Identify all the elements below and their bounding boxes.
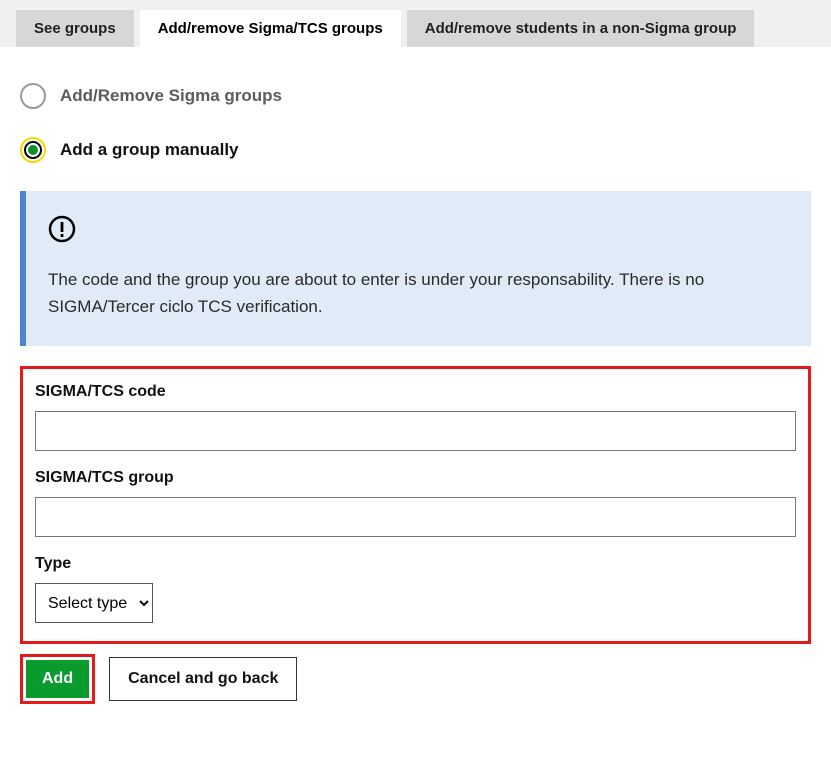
field-code: SIGMA/TCS code xyxy=(35,383,796,451)
type-label: Type xyxy=(35,555,796,573)
radio-label: Add/Remove Sigma groups xyxy=(60,86,282,106)
tab-bar: See groups Add/remove Sigma/TCS groups A… xyxy=(0,0,831,47)
code-label: SIGMA/TCS code xyxy=(35,383,796,401)
add-button[interactable]: Add xyxy=(26,660,89,698)
cancel-button[interactable]: Cancel and go back xyxy=(109,657,297,701)
main-content: Add/Remove Sigma groups Add a group manu… xyxy=(0,47,831,724)
manual-group-form: SIGMA/TCS code SIGMA/TCS group Type Sele… xyxy=(20,366,811,644)
radio-label: Add a group manually xyxy=(60,140,239,160)
warning-icon xyxy=(48,215,76,248)
info-text: The code and the group you are about to … xyxy=(48,266,789,320)
group-input[interactable] xyxy=(35,497,796,537)
group-label: SIGMA/TCS group xyxy=(35,469,796,487)
radio-add-remove-sigma-groups[interactable]: Add/Remove Sigma groups xyxy=(20,83,811,109)
field-group: SIGMA/TCS group xyxy=(35,469,796,537)
tab-add-remove-students[interactable]: Add/remove students in a non-Sigma group xyxy=(407,10,755,47)
type-select[interactable]: Select type xyxy=(35,583,153,623)
radio-add-group-manually[interactable]: Add a group manually xyxy=(20,137,811,163)
add-button-highlight: Add xyxy=(20,654,95,704)
tab-add-remove-sigma[interactable]: Add/remove Sigma/TCS groups xyxy=(140,10,401,47)
code-input[interactable] xyxy=(35,411,796,451)
button-row: Add Cancel and go back xyxy=(20,654,811,704)
radio-icon xyxy=(20,137,46,163)
radio-icon xyxy=(20,83,46,109)
field-type: Type Select type xyxy=(35,555,796,623)
info-notice: The code and the group you are about to … xyxy=(20,191,811,346)
tab-see-groups[interactable]: See groups xyxy=(16,10,134,47)
